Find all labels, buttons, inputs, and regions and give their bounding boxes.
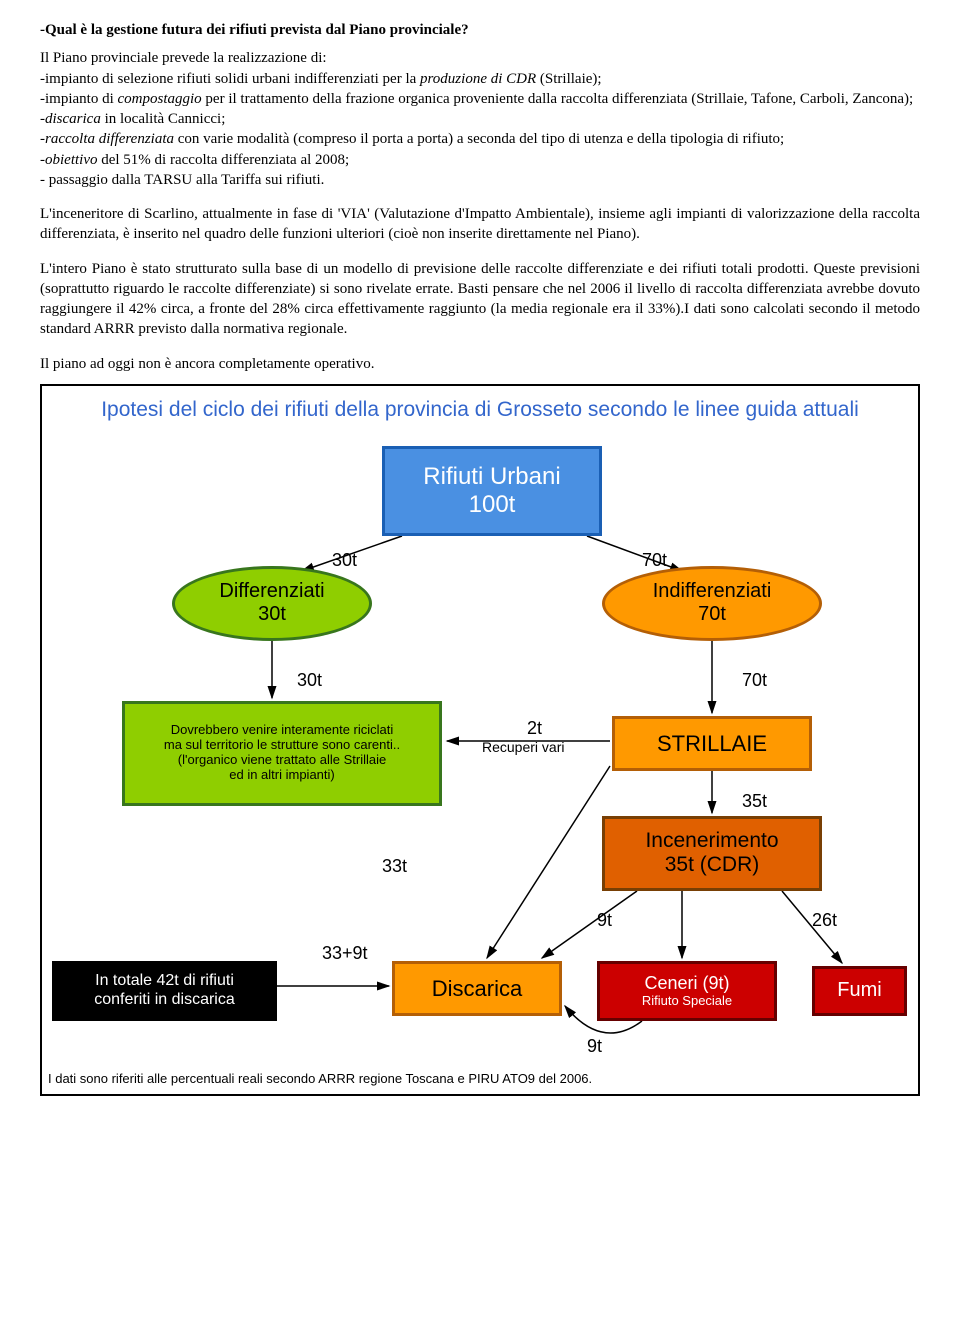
edge-label-e30b: 30t <box>297 668 322 692</box>
node-fumi: Fumi <box>812 966 907 1016</box>
paragraph-4: Il piano ad oggi non è ancora completame… <box>40 354 920 374</box>
node-diff: Differenziati30t <box>172 566 372 641</box>
edge-label-e9b: 9t <box>587 1034 602 1058</box>
edge-label-e2t: 2t <box>527 716 542 740</box>
p1-li4a: -raccolta differenziata <box>40 131 174 147</box>
edge-label-e70b: 70t <box>742 668 767 692</box>
p1-li1a: -impianto di selezione rifiuti solidi ur… <box>40 71 420 87</box>
p1-li2b: compostaggio <box>118 91 202 107</box>
edge-label-e339: 33+9t <box>322 941 368 965</box>
p1-intro: Il Piano provinciale prevede la realizza… <box>40 50 327 66</box>
question-title: -Qual è la gestione futura dei rifiuti p… <box>40 20 920 40</box>
p1-li5b: del 51% di raccolta differenziata al 200… <box>97 152 349 168</box>
node-riciclo: Dovrebbero venire interamente riciclatim… <box>122 701 442 806</box>
p1-li4b: con varie modalità (compreso il porta a … <box>174 131 784 147</box>
edge-label-e35: 35t <box>742 789 767 813</box>
node-strillaie: STRILLAIE <box>612 716 812 771</box>
edge-label-e26: 26t <box>812 908 837 932</box>
p1-li1b: produzione di CDR <box>420 71 536 87</box>
node-totale: In totale 42t di rifiuticonferiti in dis… <box>52 961 277 1021</box>
node-discarica: Discarica <box>392 961 562 1016</box>
node-incener: Incenerimento35t (CDR) <box>602 816 822 891</box>
node-indiff: Indifferenziati70t <box>602 566 822 641</box>
edge-label-e70a: 70t <box>642 548 667 572</box>
node-rifiuti: Rifiuti Urbani100t <box>382 446 602 536</box>
edge-label-e33: 33t <box>382 854 407 878</box>
paragraph-1: Il Piano provinciale prevede la realizza… <box>40 48 920 190</box>
edge-label-e9a: 9t <box>597 908 612 932</box>
node-ceneri: Ceneri (9t)Rifiuto Speciale <box>597 961 777 1021</box>
p1-li3b: in località Cannicci; <box>101 111 226 127</box>
diagram-footnote: I dati sono riferiti alle percentuali re… <box>48 1070 592 1088</box>
p1-li5a: -obiettivo <box>40 152 97 168</box>
diagram-title: Ipotesi del ciclo dei rifiuti della prov… <box>42 396 918 424</box>
p1-li3a: -discarica <box>40 111 101 127</box>
edge-label-e30a: 30t <box>332 548 357 572</box>
edge-label-erec: Recuperi vari <box>482 738 564 757</box>
p1-li2a: -impianto di <box>40 91 118 107</box>
diagram: Ipotesi del ciclo dei rifiuti della prov… <box>40 384 920 1096</box>
p1-li2c: per il trattamento della frazione organi… <box>202 91 914 107</box>
paragraph-2: L'inceneritore di Scarlino, attualmente … <box>40 204 920 245</box>
paragraph-3: L'intero Piano è stato strutturato sulla… <box>40 259 920 340</box>
p1-li6: - passaggio dalla TARSU alla Tariffa sui… <box>40 172 324 188</box>
p1-li1c: (Strillaie); <box>536 71 601 87</box>
